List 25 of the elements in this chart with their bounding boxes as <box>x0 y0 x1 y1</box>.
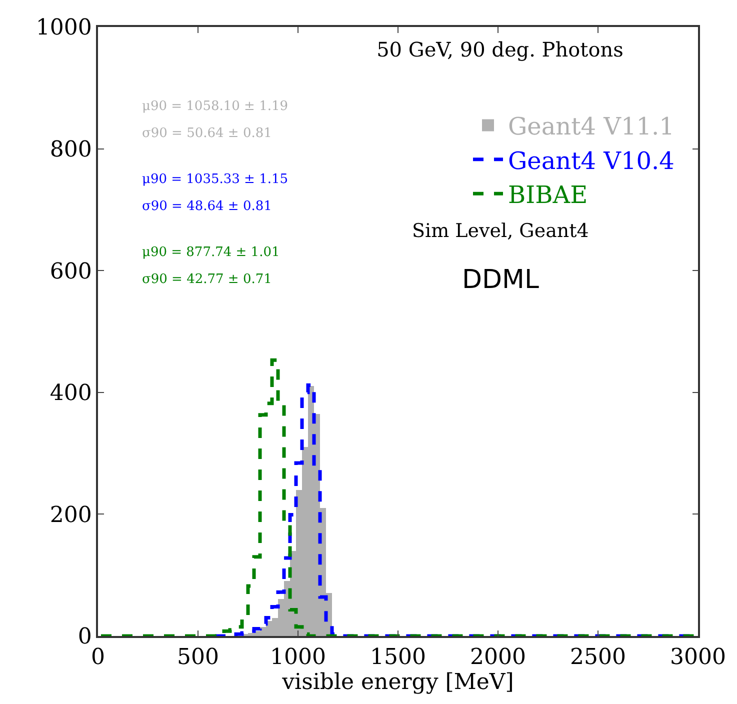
x-tick-label: 1500 <box>370 645 426 670</box>
legend-label: Geant4 V10.4 <box>508 146 674 175</box>
annotation: σ90 = 48.64 ± 0.81 <box>142 199 272 214</box>
legend-label: BIBAE <box>508 180 588 209</box>
x-tick-label: 2000 <box>470 645 526 670</box>
y-tick-label: 600 <box>50 259 92 284</box>
annotation: Sim Level, Geant4 <box>412 220 589 242</box>
legend-label: Geant4 V11.1 <box>508 112 674 141</box>
annotation: μ90 = 1035.33 ± 1.15 <box>142 172 288 187</box>
y-tick-label: 800 <box>50 138 92 162</box>
y-tick-label: 1000 <box>36 16 92 41</box>
x-tick-label: 500 <box>177 645 219 670</box>
text: 50 GeV, 90 deg. Photons <box>376 37 624 62</box>
y-tick-label: 200 <box>50 502 92 528</box>
y-tick-label: 0 <box>78 624 92 650</box>
annotation: μ90 = 877.74 ± 1.01 <box>142 245 280 260</box>
x-tick-label: 1000 <box>270 645 326 670</box>
x-axis-title: visible energy [MeV] <box>281 670 514 696</box>
annotation: μ90 = 1058.10 ± 1.19 <box>142 99 288 114</box>
x-tick-label: 2500 <box>570 645 626 670</box>
y-tick-label: 400 <box>50 381 92 406</box>
x-tick-label: 3000 <box>670 645 726 670</box>
annotation: σ90 = 42.77 ± 0.71 <box>142 272 272 287</box>
annotation: σ90 = 50.64 ± 0.81 <box>142 126 272 141</box>
annotation: DDML <box>462 265 540 295</box>
